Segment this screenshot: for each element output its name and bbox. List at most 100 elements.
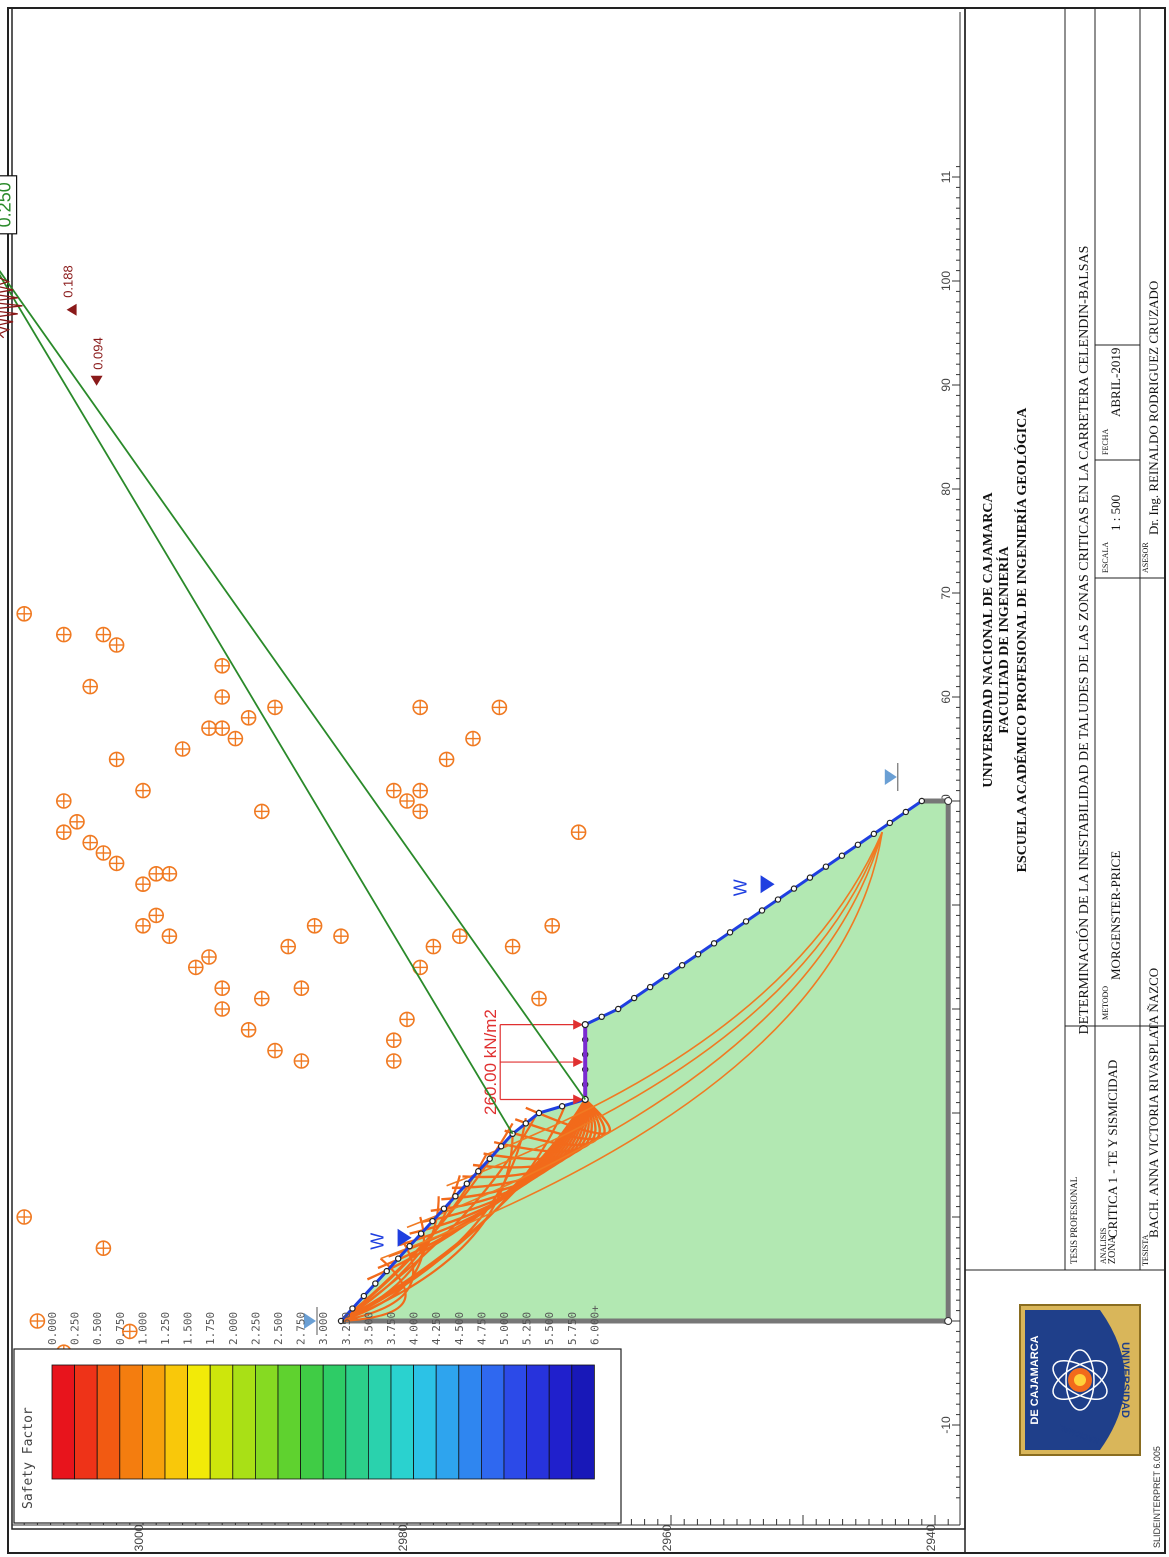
seismic-symbol: 0.188 0.094 [0,265,106,386]
legend-swatch [119,1364,143,1480]
water-table-label: W [368,1233,388,1250]
escala-value: 1 : 500 [1108,495,1123,531]
slope-node [742,918,750,925]
legend-swatch [345,1364,369,1480]
x-tick-label: 90 [939,378,953,392]
legend-label-group: 1.000 [136,1312,149,1345]
model-boundary-line [341,798,951,1324]
slope-node [395,1255,402,1262]
load-label: 260.00 kN/m2 [481,1009,500,1115]
legend-label: 4.500 [453,1312,466,1345]
legend-swatch [390,1364,415,1480]
legend-label-group: 5.000 [498,1312,511,1345]
legend-label-group: 0.750 [114,1312,127,1345]
legend-label: 1.500 [182,1312,195,1345]
title-block: UNIVERSIDAD NACIONAL DE CAJAMARCA FACULT… [965,8,1165,1548]
legend-label: 3.250 [340,1312,353,1345]
slope-node [870,830,878,838]
slope-node [726,929,734,936]
metodo-label: METODO [1101,986,1110,1020]
legend-label-group: 2.000 [227,1312,240,1345]
legend-label: 6.000+ [588,1305,601,1345]
slope-node [918,797,926,805]
legend-label-group: 2.500 [272,1312,285,1345]
slope-node [615,1005,622,1013]
slope-node [337,1317,345,1325]
slope-node [646,983,654,991]
legend-swatch [526,1364,550,1480]
min-factor-box [0,175,18,235]
load-arrow-head [573,1094,584,1105]
y-tick-label-group: 2940 [924,1524,938,1551]
slope-node [902,808,910,816]
tesista-value: BACH. ANNA VICTORIA RIVASPLATA ÑAZCO [1146,968,1161,1238]
x-tick-label-group: 70 [939,586,953,600]
legend-label-group: 1.250 [159,1312,172,1345]
legend-swatch [51,1364,76,1480]
legend-swatch [300,1364,324,1480]
legend-label-group: 4.750 [475,1312,488,1345]
slope-node [440,1205,448,1212]
legend-swatch [232,1364,256,1480]
seismic-coef-v: 0.094 [91,337,106,370]
legend-swatch [322,1364,347,1480]
asesor-label: ASESOR [1141,542,1150,573]
slip-surface [525,1098,612,1135]
slip-surface [446,831,883,1187]
x-tick-label-group: 100 [939,271,953,291]
legend-label: 2.750 [295,1312,308,1345]
critical-radius-line [0,270,586,1100]
slope-node [535,1109,543,1117]
boundary-corner-node [944,1317,953,1325]
university-seal: DE CAJAMARCA NACIONAL UNIVERSIDAD [1019,1304,1141,1456]
x-tick-label: 100 [939,271,953,291]
y-tick-label-group: 2980 [396,1524,410,1551]
y-tick-label-group: 3000 [132,1524,146,1551]
slope-node [710,940,718,947]
legend-label-group: 4.250 [430,1312,443,1345]
legend-label: 0.750 [114,1312,127,1345]
slope-node [452,1192,459,1200]
seismic-coef-group: 0.094 [91,337,106,370]
legend-label: 4.000 [408,1312,421,1345]
legend-label: 4.750 [475,1312,488,1345]
legend-swatch [209,1364,234,1480]
legend-swatch [548,1364,573,1480]
zona-value: CRITICA 1 - TE Y SISMICIDAD [1105,1060,1120,1238]
asesor-value: Dr. Ing. REINALDO RODRIGUEZ CRUZADO [1146,281,1161,535]
x-tick-label: 80 [939,482,953,496]
water-table-markers: WW [304,763,899,1335]
water-table-label: W [731,879,751,896]
tesis-label: TESIS PROFESIONAL [1069,1177,1079,1264]
slope-node [429,1217,436,1225]
legend-swatch [503,1364,528,1480]
min-factor-label-group: 0.250 [0,175,18,235]
legend-label-group: 3.250 [340,1312,353,1345]
slip-surface [340,1257,407,1323]
slope-node [806,874,814,881]
water-table-arrow [760,875,775,894]
legend-label-group: 5.500 [543,1312,556,1345]
slip-surface [483,1099,593,1161]
legend-label-group: 3.750 [385,1312,398,1345]
fecha-label: FECHA [1101,429,1110,455]
legend-label: 5.500 [543,1312,556,1345]
tesista-label: TESISTA [1141,1234,1150,1266]
legend-label-group: 0.000 [46,1312,59,1345]
water-level-marker [304,1313,316,1329]
analisis-label: ANALISIS [1099,1228,1108,1264]
software-label: SLIDEINTERPRET 6.005 [1152,1446,1162,1548]
slope-node [630,994,638,1002]
x-tick-label: 60 [939,690,953,704]
slope-node [360,1292,368,1300]
slope-node [822,863,830,870]
critical-slip-center: 0.250 0.188 0.094 [0,175,586,1135]
y-tick-label: 3000 [132,1524,146,1551]
legend-label: 3.500 [362,1312,375,1345]
legend-label: 2.000 [227,1312,240,1345]
y-tick-label: 2980 [396,1524,410,1551]
legend-title: Safety Factor [21,1407,36,1509]
legend-swatch [277,1364,302,1480]
university-name: UNIVERSIDAD NACIONAL DE CAJAMARCA [981,492,996,788]
legend-swatch [480,1364,505,1480]
